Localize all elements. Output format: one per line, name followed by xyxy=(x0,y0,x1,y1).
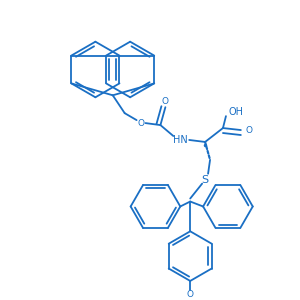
Text: O: O xyxy=(187,290,194,299)
Text: OH: OH xyxy=(229,107,244,117)
Text: O: O xyxy=(162,97,169,106)
Text: S: S xyxy=(202,175,209,185)
Text: O: O xyxy=(246,125,253,134)
Text: HN: HN xyxy=(173,135,188,145)
Text: O: O xyxy=(137,118,144,127)
